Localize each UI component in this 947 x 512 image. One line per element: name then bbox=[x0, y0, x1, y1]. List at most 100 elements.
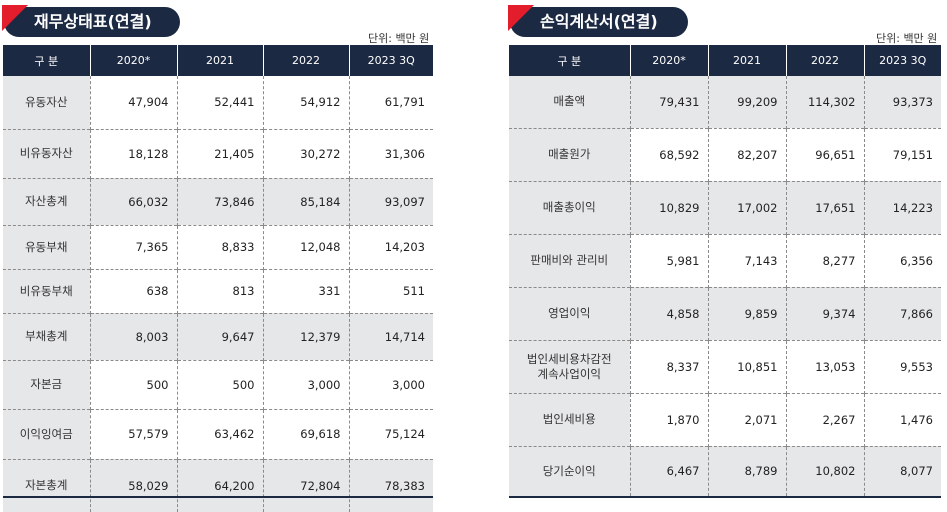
value-cell: 68,592 bbox=[629, 127, 708, 181]
value-cell: 64,200 bbox=[176, 458, 263, 512]
row-label: 영업이익 bbox=[509, 286, 630, 340]
value-cell: 7,143 bbox=[707, 233, 786, 287]
red-corner-icon bbox=[508, 5, 534, 31]
value-cell: 47,904 bbox=[89, 76, 177, 129]
row-label: 이익잉여금 bbox=[3, 408, 90, 459]
table-row: 유동자산 47,904 52,441 54,912 61,791 bbox=[3, 76, 433, 129]
value-cell: 69,618 bbox=[262, 408, 349, 459]
value-cell: 2,267 bbox=[785, 392, 864, 446]
row-label: 법인세비용 bbox=[509, 392, 630, 446]
value-cell: 5,981 bbox=[629, 233, 708, 287]
value-cell: 3,000 bbox=[262, 359, 349, 409]
row-label: 매출액 bbox=[509, 76, 630, 128]
value-cell: 96,651 bbox=[785, 127, 864, 181]
value-cell: 72,804 bbox=[262, 458, 349, 512]
value-cell: 17,651 bbox=[785, 180, 864, 234]
value-cell: 79,431 bbox=[629, 76, 708, 128]
value-cell: 99,209 bbox=[707, 76, 786, 128]
table-row: 판매비와 관리비 5,981 7,143 8,277 6,356 bbox=[509, 233, 941, 287]
row-label: 부채총계 bbox=[3, 312, 90, 360]
value-cell: 78,383 bbox=[348, 458, 433, 512]
table-row: 법인세비용 1,870 2,071 2,267 1,476 bbox=[509, 392, 941, 446]
value-cell: 73,846 bbox=[176, 177, 263, 225]
value-cell: 638 bbox=[89, 268, 177, 313]
value-cell: 79,151 bbox=[863, 127, 941, 181]
value-cell: 52,441 bbox=[176, 76, 263, 129]
value-cell: 3,000 bbox=[348, 359, 433, 409]
balance-sheet-bottom-rule bbox=[3, 496, 433, 498]
value-cell: 4,858 bbox=[629, 286, 708, 340]
value-cell: 813 bbox=[176, 268, 263, 313]
value-cell: 8,077 bbox=[863, 445, 941, 496]
column-header-period: 2021 bbox=[176, 45, 263, 76]
value-cell: 8,277 bbox=[785, 233, 864, 287]
value-cell: 14,203 bbox=[348, 224, 433, 269]
value-cell: 511 bbox=[348, 268, 433, 313]
table-row: 법인세비용차감전 계속사업이익 8,337 10,851 13,053 9,553 bbox=[509, 339, 941, 393]
row-label: 비유동부채 bbox=[3, 268, 90, 313]
value-cell: 10,802 bbox=[785, 445, 864, 496]
value-cell: 10,851 bbox=[707, 339, 786, 393]
value-cell: 66,032 bbox=[89, 177, 177, 225]
table-row: 부채총계 8,003 9,647 12,379 14,714 bbox=[3, 312, 433, 360]
value-cell: 85,184 bbox=[262, 177, 349, 225]
value-cell: 31,306 bbox=[348, 128, 433, 178]
balance-sheet-title-badge: 재무상태표(연결) bbox=[2, 5, 180, 37]
table-row: 매출총이익 10,829 17,002 17,651 14,223 bbox=[509, 180, 941, 234]
income-statement-unit: 단위: 백만 원 bbox=[876, 32, 938, 45]
column-header-period: 2023 3Q bbox=[863, 45, 941, 76]
row-label: 자산총계 bbox=[3, 177, 90, 225]
balance-sheet-unit: 단위: 백만 원 bbox=[368, 32, 430, 45]
value-cell: 6,356 bbox=[863, 233, 941, 287]
table-row: 비유동자산 18,128 21,405 30,272 31,306 bbox=[3, 128, 433, 178]
value-cell: 58,029 bbox=[89, 458, 177, 512]
row-label: 비유동자산 bbox=[3, 128, 90, 178]
value-cell: 8,789 bbox=[707, 445, 786, 496]
value-cell: 8,337 bbox=[629, 339, 708, 393]
value-cell: 30,272 bbox=[262, 128, 349, 178]
value-cell: 14,223 bbox=[863, 180, 941, 234]
value-cell: 93,097 bbox=[348, 177, 433, 225]
value-cell: 57,579 bbox=[89, 408, 177, 459]
income-statement-title: 손익계산서(연결) bbox=[540, 12, 658, 31]
balance-sheet-table: 구 분 2020* 2021 2022 2023 3Q 유동자산 47,904 52,441… bbox=[3, 45, 433, 512]
value-cell: 82,207 bbox=[707, 127, 786, 181]
value-cell: 9,374 bbox=[785, 286, 864, 340]
table-row: 자산총계 66,032 73,846 85,184 93,097 bbox=[3, 177, 433, 225]
value-cell: 54,912 bbox=[262, 76, 349, 129]
value-cell: 21,405 bbox=[176, 128, 263, 178]
value-cell: 9,859 bbox=[707, 286, 786, 340]
row-label: 자본총계 bbox=[3, 458, 90, 512]
value-cell: 10,829 bbox=[629, 180, 708, 234]
table-header-row: 구 분 2020* 2021 2022 2023 3Q bbox=[3, 45, 433, 76]
value-cell: 2,071 bbox=[707, 392, 786, 446]
value-cell: 500 bbox=[176, 359, 263, 409]
table-row: 매출액 79,431 99,209 114,302 93,373 bbox=[509, 76, 941, 128]
value-cell: 17,002 bbox=[707, 180, 786, 234]
value-cell: 12,048 bbox=[262, 224, 349, 269]
table-row: 당기순이익 6,467 8,789 10,802 8,077 bbox=[509, 445, 941, 496]
value-cell: 18,128 bbox=[89, 128, 177, 178]
row-label: 판매비와 관리비 bbox=[509, 233, 630, 287]
column-header-period: 2020* bbox=[629, 45, 708, 76]
column-header-period: 2022 bbox=[785, 45, 864, 76]
row-label: 매출총이익 bbox=[509, 180, 630, 234]
value-cell: 1,476 bbox=[863, 392, 941, 446]
table-row: 매출원가 68,592 82,207 96,651 79,151 bbox=[509, 127, 941, 181]
value-cell: 500 bbox=[89, 359, 177, 409]
value-cell: 13,053 bbox=[785, 339, 864, 393]
value-cell: 9,647 bbox=[176, 312, 263, 360]
table-row: 자본총계 58,029 64,200 72,804 78,383 bbox=[3, 458, 433, 512]
table-header-row: 구 분 2020* 2021 2022 2023 3Q bbox=[509, 45, 941, 76]
table-row: 유동부채 7,365 8,833 12,048 14,203 bbox=[3, 224, 433, 269]
red-corner-icon bbox=[2, 5, 28, 31]
row-label: 매출원가 bbox=[509, 127, 630, 181]
row-label: 자본금 bbox=[3, 359, 90, 409]
row-label: 당기순이익 bbox=[509, 445, 630, 496]
table-row: 이익잉여금 57,579 63,462 69,618 75,124 bbox=[3, 408, 433, 459]
column-header-period: 2023 3Q bbox=[348, 45, 433, 76]
value-cell: 6,467 bbox=[629, 445, 708, 496]
value-cell: 14,714 bbox=[348, 312, 433, 360]
column-header-category: 구 분 bbox=[509, 45, 630, 76]
balance-sheet-title: 재무상태표(연결) bbox=[34, 12, 152, 31]
